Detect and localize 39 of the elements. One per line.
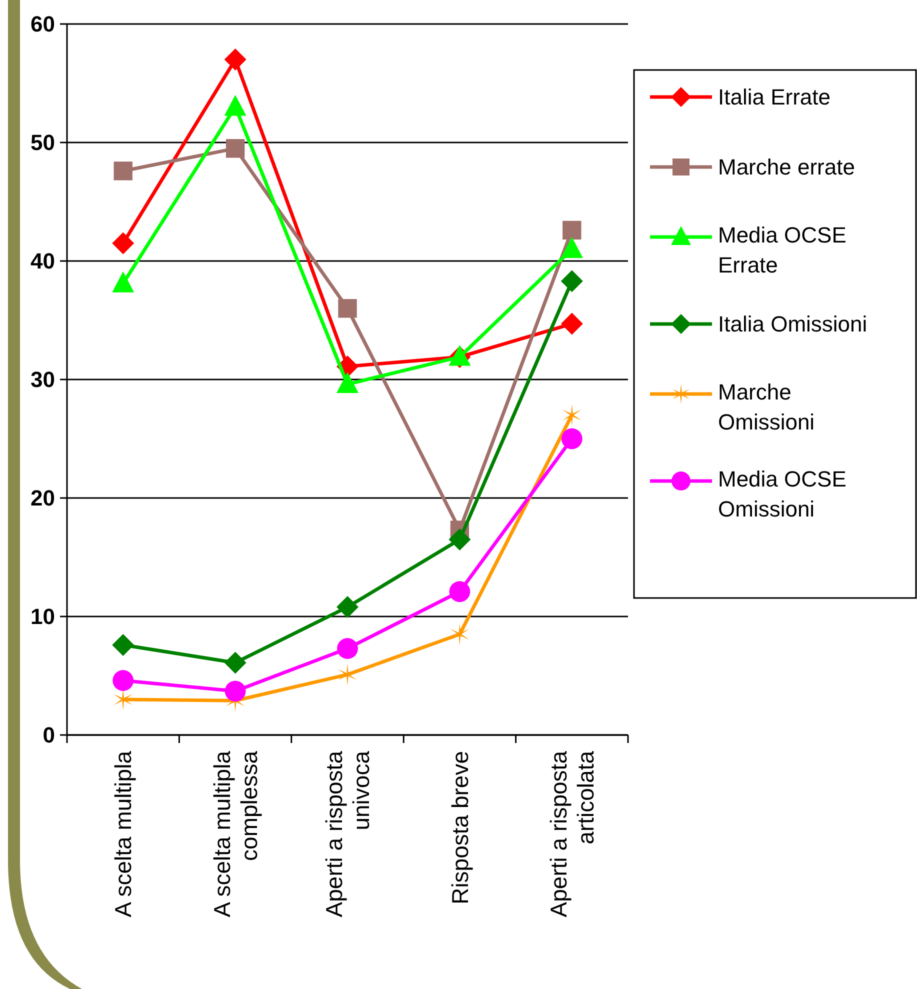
point [224,680,246,702]
point [562,404,582,426]
y-tick-label: 20 [30,486,55,511]
point [226,139,245,158]
y-tick-label: 0 [42,722,55,748]
point [112,670,134,691]
point [560,312,583,335]
point [336,372,358,394]
point [112,232,134,254]
point [114,162,132,180]
point [560,270,583,292]
point [449,581,470,602]
point [561,428,582,450]
y-tick-label: 50 [30,130,55,156]
point [336,596,358,618]
legend-label: Marche errate [718,154,855,180]
y-tick-label: 10 [30,604,55,630]
point [337,638,358,659]
point [112,634,134,656]
x-tick-label: A scelta multipla [110,750,136,918]
y-tick-label: 60 [30,12,55,37]
point [338,299,357,318]
point [562,220,582,240]
point [450,623,470,646]
x-tick-label: Aperti a risposta univoca [321,750,374,918]
legend-label: Media OCSE Errate [718,222,846,278]
point [338,664,358,686]
x-tick-label: Aperti a risposta articolata [545,750,598,918]
y-tick-label: 30 [30,367,55,392]
x-tick-label: A scelta multipla complessa [208,750,262,918]
legend-label: Marche Omissioni [718,380,815,435]
point [224,48,246,71]
x-tick-label: Risposta breve [446,751,473,904]
legend-label: Italia Omissioni [718,312,868,337]
legend-label: Italia Errate [718,84,830,110]
point [448,528,471,550]
y-tick-label: 40 [30,248,55,274]
point [224,652,246,674]
legend-label: Media OCSE Omissioni [718,466,846,522]
